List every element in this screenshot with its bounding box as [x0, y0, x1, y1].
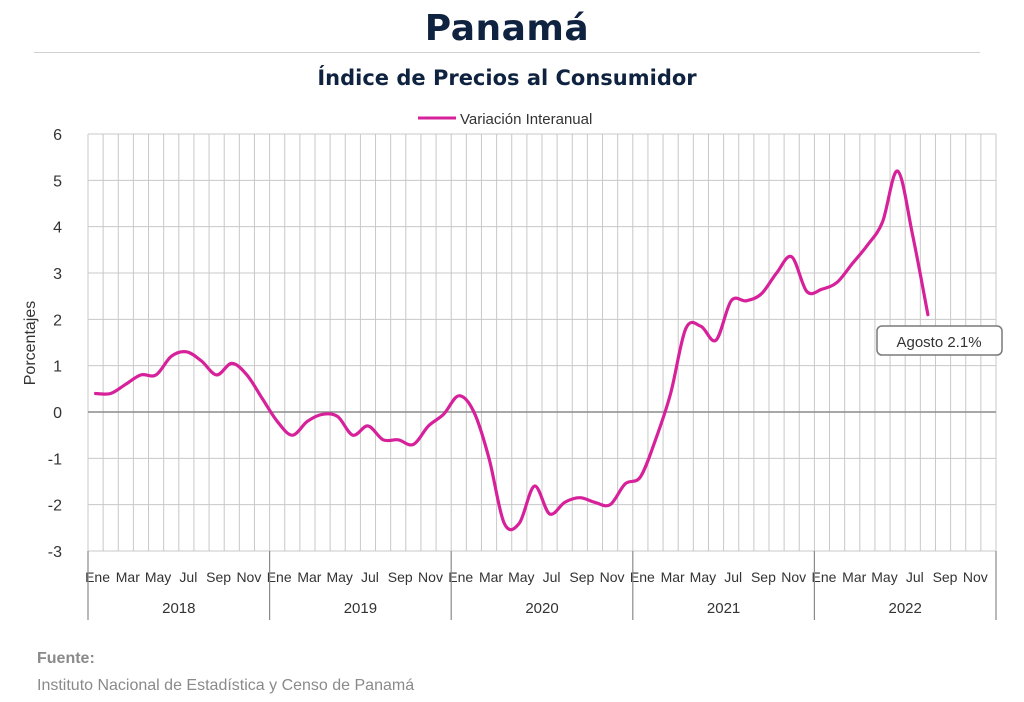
x-tick-label: Jul [906, 569, 924, 585]
legend-label: Variación Interanual [460, 111, 592, 128]
title-divider [34, 52, 980, 53]
y-tick-label: 5 [53, 173, 62, 190]
year-label: 2021 [707, 600, 740, 617]
x-tick-label: Ene [812, 569, 837, 585]
x-tick-label: Nov [418, 569, 443, 585]
x-tick-label: Ene [267, 569, 292, 585]
page-title: Panamá [424, 8, 590, 49]
annotation-box [876, 325, 1003, 356]
legend: Variación Interanual [418, 111, 592, 128]
x-tick-label: Jul [724, 569, 742, 585]
x-tick-label: Jul [543, 569, 561, 585]
year-label: 2019 [344, 600, 377, 617]
chart-subtitle: Índice de Precios al Consumidor [317, 66, 697, 90]
x-tick-label: May [145, 569, 171, 585]
x-tick-label: Nov [781, 569, 806, 585]
x-tick-label: Sep [206, 569, 231, 585]
y-tick-label: 4 [53, 220, 62, 237]
x-tick-label: May [690, 569, 716, 585]
year-label: 2020 [525, 600, 558, 617]
y-tick-label: 6 [53, 127, 62, 144]
x-tick-label: Nov [963, 569, 988, 585]
year-label: 2022 [889, 600, 922, 617]
year-label: 2018 [162, 600, 195, 617]
x-tick-label: May [508, 569, 534, 585]
x-axis-ticks: Ene Mar May Jul Sep Nov 2018 Ene Mar May Jul Sep Nov… [85, 551, 997, 620]
x-tick-label: Ene [85, 569, 110, 585]
y-tick-label: 2 [53, 312, 62, 329]
x-tick-label: Mar [116, 569, 140, 585]
x-tick-label: Ene [448, 569, 473, 585]
x-tick-label: Jul [361, 569, 379, 585]
x-tick-label: Ene [630, 569, 655, 585]
x-tick-label: Sep [751, 569, 776, 585]
y-tick-label: -3 [48, 544, 62, 561]
y-tick-label: 3 [53, 266, 62, 283]
x-tick-label: Sep [388, 569, 413, 585]
x-tick-label: Sep [933, 569, 958, 585]
x-tick-label: Mar [661, 569, 685, 585]
x-tick-label: Jul [179, 569, 197, 585]
x-tick-label: Sep [569, 569, 594, 585]
x-tick-label: Mar [297, 569, 321, 585]
series-line-variacion-interanual [94, 169, 930, 532]
y-tick-label: 0 [53, 405, 62, 422]
y-tick-label: -1 [48, 451, 62, 468]
x-tick-label: May [326, 569, 352, 585]
y-axis-ticks: 6 5 4 3 2 1 0 -1 -2 -3 [48, 127, 62, 561]
x-tick-label: Mar [842, 569, 866, 585]
x-tick-label: May [871, 569, 897, 585]
annotation: Agosto 2.1% [876, 325, 1003, 356]
y-axis-label: Porcentajes [22, 301, 39, 386]
y-tick-label: 1 [53, 359, 62, 376]
series-line-layer [94, 169, 930, 532]
gridlines [87, 133, 997, 552]
x-tick-label: Nov [236, 569, 261, 585]
source-text: Instituto Nacional de Estadística y Cens… [37, 677, 415, 694]
x-tick-label: Mar [479, 569, 503, 585]
annotation-text: Agosto 2.1% [896, 334, 981, 351]
y-tick-label: -2 [48, 498, 62, 515]
source-label: Fuente: [37, 650, 95, 667]
x-tick-label: Nov [600, 569, 625, 585]
